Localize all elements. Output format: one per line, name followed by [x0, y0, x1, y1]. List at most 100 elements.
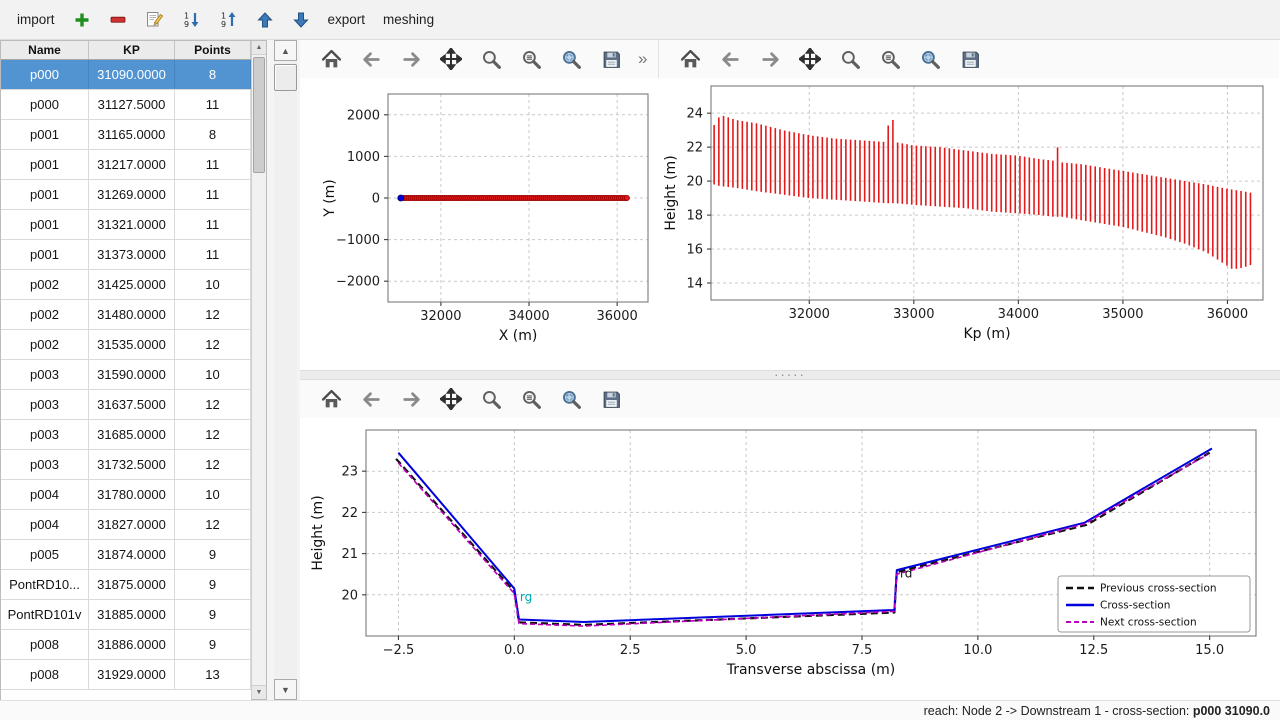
table-row[interactable]: p000 31090.0000 8 — [1, 60, 251, 90]
cell-name: PontRD101v — [1, 600, 89, 629]
table-row[interactable]: p001 31217.0000 11 — [1, 150, 251, 180]
remove-button[interactable] — [102, 5, 134, 35]
panel-scrollbar-thumb[interactable] — [274, 64, 297, 91]
configure-button[interactable] — [873, 44, 907, 74]
home-button[interactable] — [314, 384, 348, 414]
cell-kp: 31780.0000 — [89, 480, 175, 509]
cross-section-extent-bars — [713, 115, 1252, 269]
zoom-rect-icon — [561, 49, 582, 70]
column-header-name[interactable]: Name — [1, 41, 89, 59]
export-button[interactable]: export — [321, 5, 373, 35]
zoom-rect-button[interactable] — [554, 384, 588, 414]
zoom-rect-button[interactable] — [913, 44, 947, 74]
svg-text:21: 21 — [341, 547, 358, 562]
horizontal-splitter[interactable]: ····· — [300, 368, 1280, 381]
cross-section-chart[interactable]: −2.5 0.0 2.5 5.0 7.5 10.0 12.5 15.0 20 21 22 23 Tran… — [300, 418, 1280, 700]
forward-button[interactable] — [394, 44, 428, 74]
table-row[interactable]: p001 31373.0000 11 — [1, 240, 251, 270]
save-button[interactable] — [594, 44, 628, 74]
forward-icon — [401, 389, 422, 410]
pan-button[interactable] — [793, 44, 827, 74]
pan-button[interactable] — [434, 384, 468, 414]
longitudinal-profile-toolbar — [659, 40, 1279, 78]
save-button[interactable] — [953, 44, 987, 74]
table-row[interactable]: p003 31685.0000 12 — [1, 420, 251, 450]
pan-button[interactable] — [434, 44, 468, 74]
arrow-down-icon: ▼ — [281, 684, 290, 695]
plan-view-toolbar: » — [300, 40, 658, 78]
cell-name: p004 — [1, 480, 89, 509]
table-row[interactable]: PontRD10... 31875.0000 9 — [1, 570, 251, 600]
back-button[interactable] — [713, 44, 747, 74]
table-row[interactable]: p005 31874.0000 9 — [1, 540, 251, 570]
svg-text:1: 1 — [221, 12, 226, 21]
configure-button[interactable] — [514, 384, 548, 414]
configure-icon — [521, 49, 542, 70]
save-button[interactable] — [594, 384, 628, 414]
back-button[interactable] — [354, 44, 388, 74]
zoom-button[interactable] — [833, 44, 867, 74]
scroll-up-button[interactable]: ▲ — [274, 40, 297, 61]
cell-points: 9 — [175, 540, 251, 569]
table-row[interactable]: p002 31480.0000 12 — [1, 300, 251, 330]
table-row[interactable]: p003 31637.5000 12 — [1, 390, 251, 420]
scroll-up-button[interactable]: ▲ — [252, 41, 266, 55]
panel-scrollbar[interactable]: ▲ ▼ — [274, 40, 297, 700]
zoom-button[interactable] — [474, 44, 508, 74]
home-button[interactable] — [673, 44, 707, 74]
edit-button[interactable] — [138, 5, 171, 35]
table-row[interactable]: p002 31535.0000 12 — [1, 330, 251, 360]
forward-button[interactable] — [394, 384, 428, 414]
table-row[interactable]: p003 31590.0000 10 — [1, 360, 251, 390]
table-row[interactable]: p008 31886.0000 9 — [1, 630, 251, 660]
table-row[interactable]: p002 31425.0000 10 — [1, 270, 251, 300]
column-header-points[interactable]: Points — [175, 41, 251, 59]
move-up-button[interactable] — [249, 5, 281, 35]
cell-points: 13 — [175, 660, 251, 689]
cell-points: 12 — [175, 510, 251, 539]
configure-icon — [880, 49, 901, 70]
table-row[interactable]: p001 31321.0000 11 — [1, 210, 251, 240]
table-row[interactable]: p004 31780.0000 10 — [1, 480, 251, 510]
table-row[interactable]: p000 31127.5000 11 — [1, 90, 251, 120]
svg-text:9: 9 — [184, 20, 189, 29]
svg-text:2000: 2000 — [347, 108, 380, 123]
cell-kp: 31217.0000 — [89, 150, 175, 179]
table-row[interactable]: PontRD101v 31885.0000 9 — [1, 600, 251, 630]
table-row[interactable]: p004 31827.0000 12 — [1, 510, 251, 540]
cell-name: p001 — [1, 150, 89, 179]
axes: 32000 33000 34000 35000 36000 14 16 18 20 22 24 Kp … — [663, 85, 1264, 342]
cell-kp: 31425.0000 — [89, 270, 175, 299]
svg-text:Height (m): Height (m) — [310, 495, 326, 570]
cell-name: p001 — [1, 240, 89, 269]
column-header-kp[interactable]: KP — [89, 41, 175, 59]
toolbar-overflow-button[interactable]: » — [638, 49, 648, 68]
table-scrollbar[interactable]: ▲ ▼ — [251, 41, 266, 699]
home-button[interactable] — [314, 44, 348, 74]
legend: Previous cross-section Cross-section Next … — [1057, 575, 1251, 633]
meshing-button[interactable]: meshing — [376, 5, 441, 35]
configure-button[interactable] — [514, 44, 548, 74]
table-row[interactable]: p001 31269.0000 11 — [1, 180, 251, 210]
plan-view-chart[interactable]: 32000 34000 36000 −2000 −1000 0 1000 2000 X (m) Y… — [300, 78, 659, 370]
table-row[interactable]: p003 31732.5000 12 — [1, 450, 251, 480]
zoom-rect-button[interactable] — [554, 44, 588, 74]
scroll-down-button[interactable]: ▼ — [252, 685, 266, 699]
zoom-button[interactable] — [474, 384, 508, 414]
table-row[interactable]: p008 31929.0000 13 — [1, 660, 251, 690]
import-button[interactable]: import — [10, 5, 62, 35]
table-row[interactable]: p001 31165.0000 8 — [1, 120, 251, 150]
scatter-series — [397, 194, 630, 202]
move-down-button[interactable] — [285, 5, 317, 35]
back-button[interactable] — [354, 384, 388, 414]
cell-name: p000 — [1, 90, 89, 119]
longitudinal-profile-chart[interactable]: 32000 33000 34000 35000 36000 14 16 18 20 22 24 Kp … — [659, 78, 1279, 370]
cell-points: 12 — [175, 300, 251, 329]
scroll-down-button[interactable]: ▼ — [274, 679, 297, 700]
add-button[interactable] — [66, 5, 98, 35]
svg-text:20: 20 — [686, 175, 703, 190]
forward-button[interactable] — [753, 44, 787, 74]
table-scrollbar-thumb[interactable] — [253, 57, 265, 173]
